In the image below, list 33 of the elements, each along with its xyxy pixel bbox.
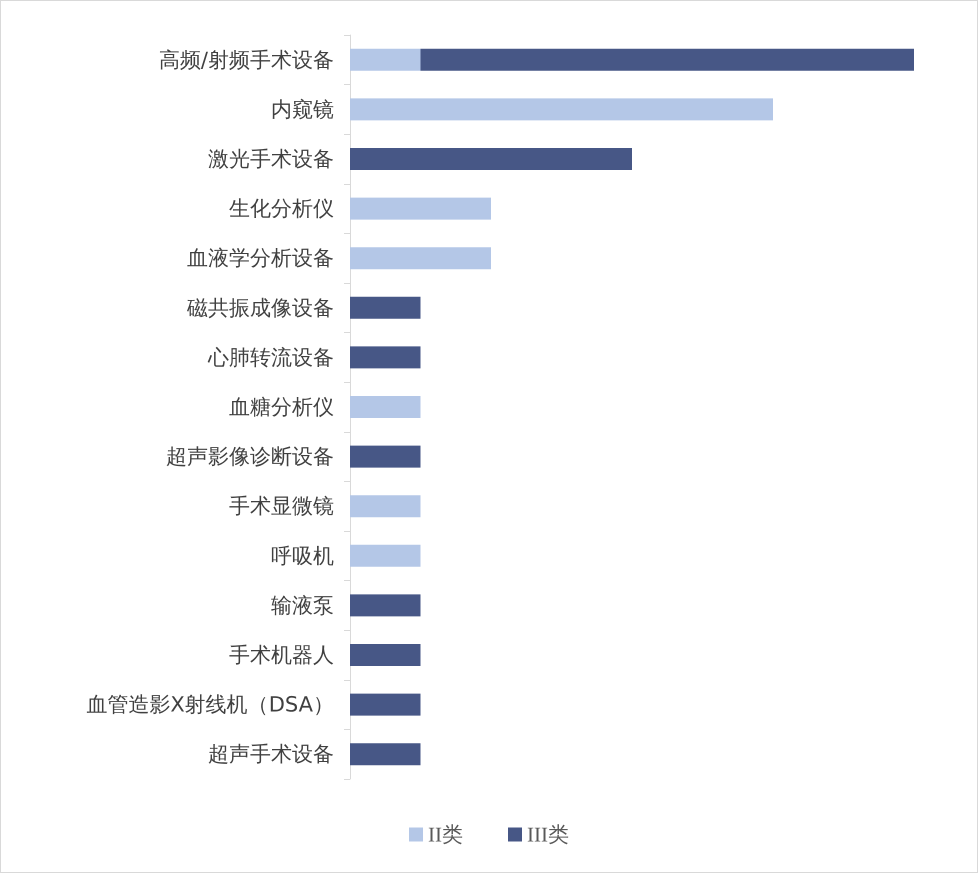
bar: [350, 148, 632, 170]
bar: [350, 594, 420, 616]
y-tick-label: 心肺转流设备: [207, 345, 334, 370]
y-tick-label: 输液泵: [271, 593, 334, 618]
bar: [350, 48, 420, 71]
y-tick-label: 内窥镜: [271, 97, 334, 122]
y-tick-label: 手术显微镜: [229, 494, 334, 518]
y-tick-label: 磁共振成像设备: [186, 296, 334, 320]
bar: [350, 446, 420, 468]
y-tick-label: 手术机器人: [229, 643, 334, 667]
bar: [350, 98, 773, 120]
y-tick-label: 呼吸机: [271, 544, 334, 568]
y-tick-label: 血糖分析仪: [229, 395, 334, 419]
legend-label: III类: [527, 822, 569, 846]
bar: [350, 544, 420, 567]
bar: [350, 694, 420, 716]
bar: [350, 495, 420, 518]
y-tick-label: 血管造影X射线机（DSA）: [86, 692, 334, 717]
bar: [350, 644, 420, 666]
y-tick-label: 生化分析仪: [229, 196, 334, 221]
bar: [350, 247, 491, 270]
y-tick-label: 激光手术设备: [208, 147, 334, 171]
bar: [350, 296, 420, 319]
bar: [420, 48, 914, 71]
y-tick-label: 超声影像诊断设备: [166, 444, 334, 469]
y-tick-label: 血液学分析设备: [187, 246, 334, 270]
legend-label: II类: [428, 822, 464, 846]
bar: [350, 396, 420, 418]
bar: [350, 198, 491, 220]
y-tick-label: 超声手术设备: [208, 742, 334, 766]
y-tick-label: 高频/射频手术设备: [158, 48, 334, 72]
bar: [350, 346, 420, 368]
bar: [350, 743, 420, 766]
